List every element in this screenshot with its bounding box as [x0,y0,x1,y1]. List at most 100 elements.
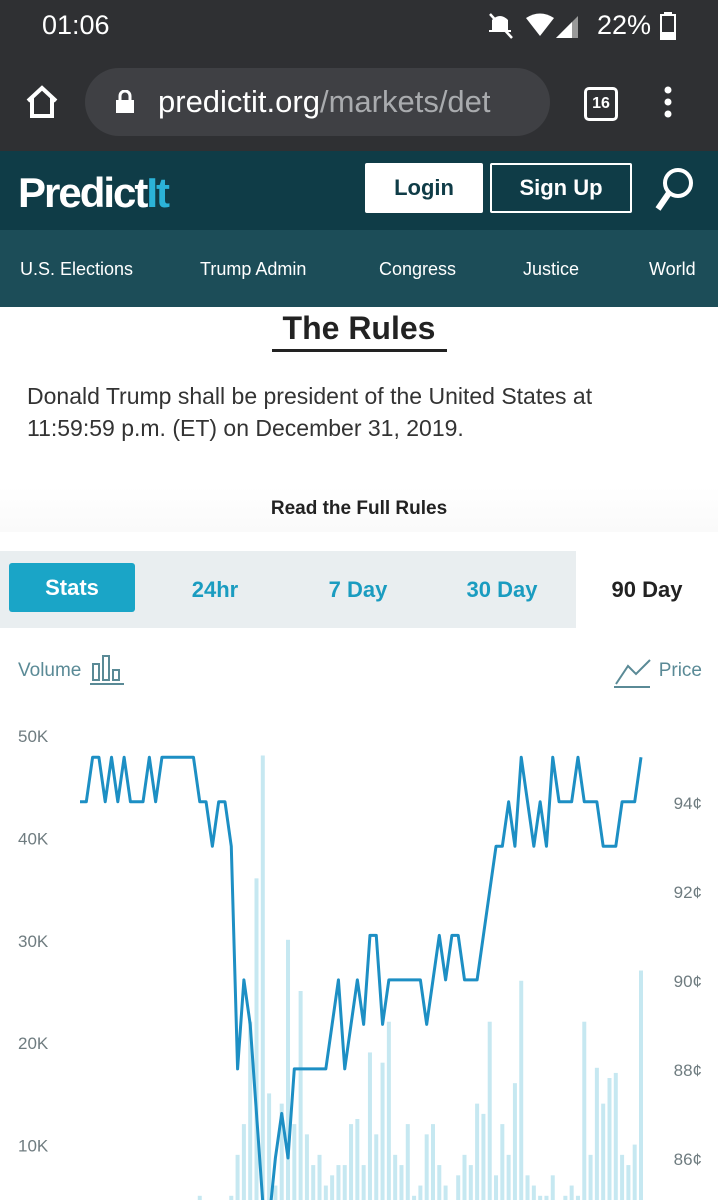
volume-bar [487,1021,492,1200]
url-host: predictit.org [158,84,320,119]
volume-bar [317,1154,322,1200]
title-underline [272,349,447,352]
tab[interactable]: 7 Day [328,576,388,602]
volume-bar [412,1195,417,1200]
tab-stats[interactable]: Stats [9,563,135,612]
logo-main: Predict [18,169,148,216]
volume-bar [594,1067,599,1200]
price-icon [614,659,651,688]
y-tick-label: 40K [18,829,49,848]
nav-item[interactable]: U.S. Elections [20,259,134,279]
volume-bar [500,1124,505,1200]
volume-bar [475,1103,480,1200]
volume-bar [374,1134,379,1200]
volume-bar [575,1195,580,1200]
volume-bar [330,1175,335,1200]
volume-bar [267,1093,272,1200]
tab[interactable]: 24hr [191,576,239,602]
volume-bar [494,1175,499,1200]
tab-bar: Stats 24hr 7 Day 30 Day 90 Day [0,551,718,628]
volume-bar [569,1185,574,1200]
nav-item[interactable]: Trump Admin [200,259,307,279]
volume-bar [607,1078,612,1200]
volume-bar [519,980,524,1200]
volume-bar [544,1195,549,1200]
rules-title: The Rules [282,310,436,346]
nav-item[interactable]: World [649,259,696,279]
clock: 01:06 [42,10,110,40]
url-bar[interactable]: predictit.org/markets/det [85,68,550,136]
y2-tick-label: 94¢ [674,794,702,813]
volume-bar [620,1154,625,1200]
volume-bar [311,1165,316,1200]
volume-bar [626,1165,631,1200]
volume-bar [424,1134,429,1200]
volume-bar [361,1165,366,1200]
legend-volume: Volume [18,660,81,681]
volume-bar [273,1185,278,1200]
volume-bar [582,1021,587,1200]
volume-bar [430,1124,435,1200]
volume-bar [639,970,643,1200]
volume-bar [405,1124,410,1200]
volume-bar [386,1021,391,1200]
tab[interactable]: 30 Day [466,576,538,602]
home-button[interactable] [24,84,60,120]
y-tick-label: 50K [18,727,49,746]
nav-bar: U.S. Elections Trump Admin Congress Just… [0,230,718,307]
volume-bar [418,1185,423,1200]
volume-bar [292,1124,297,1200]
search-button[interactable] [652,165,698,215]
volume-bar [456,1175,461,1200]
volume-bar [355,1119,360,1200]
tab-active[interactable]: 90 Day [576,551,718,628]
volume-bar [613,1072,618,1200]
volume-bar [304,1134,309,1200]
volume-bar [506,1154,511,1200]
signup-button[interactable]: Sign Up [490,163,632,213]
volume-bar [481,1113,486,1200]
volume-bar [632,1144,637,1200]
chart: 10K 20K 30K 40K 50K 86¢ 88¢ 90¢ 92¢ 94¢ Volume Pric… [18,655,702,1200]
menu-button[interactable] [662,86,674,120]
y2-tick-label: 90¢ [674,972,702,991]
y2-tick-label: 92¢ [674,883,702,902]
y2-tick-label: 86¢ [674,1150,702,1169]
volume-bar [367,1052,372,1200]
volume-bar [248,1021,253,1200]
full-rules-link[interactable]: Read the Full Rules [270,498,448,519]
legend-price: Price [659,660,702,681]
status-icons [489,13,578,39]
volume-bar [601,1103,606,1200]
site-header: PredictIt Login Sign Up [0,151,718,230]
status-bar: 01:06 22% [0,0,718,52]
volume-bar [399,1165,404,1200]
volume-bar [279,1103,284,1200]
nav-item[interactable]: Congress [379,259,457,279]
volume-bar [342,1165,347,1200]
url-path: /markets/det [319,84,491,119]
volume-icon [90,655,124,685]
logo-accent: It [146,169,170,216]
login-button[interactable]: Login [365,163,483,213]
volume-bar [197,1195,202,1200]
y-tick-label: 30K [18,932,49,951]
lock-icon [116,90,134,113]
volume-bar [512,1083,517,1200]
rules-text: Donald Trump shall be president of the U… [27,383,593,441]
volume-bar [260,755,265,1200]
volume-bar [323,1185,328,1200]
volume-bar [241,1124,246,1200]
volume-bar [563,1195,568,1200]
volume-bar [588,1154,593,1200]
volume-bar [349,1124,354,1200]
browser-bar: predictit.org/markets/det 16 [0,52,718,151]
y-tick-label: 20K [18,1034,49,1053]
volume-bar [468,1165,473,1200]
battery-level: 22% [597,10,652,40]
logo[interactable]: PredictIt [18,169,170,217]
volume-bar [235,1154,240,1200]
volume-bar [443,1185,448,1200]
nav-item[interactable]: Justice [523,259,580,279]
tab-count[interactable]: 16 [584,87,618,121]
